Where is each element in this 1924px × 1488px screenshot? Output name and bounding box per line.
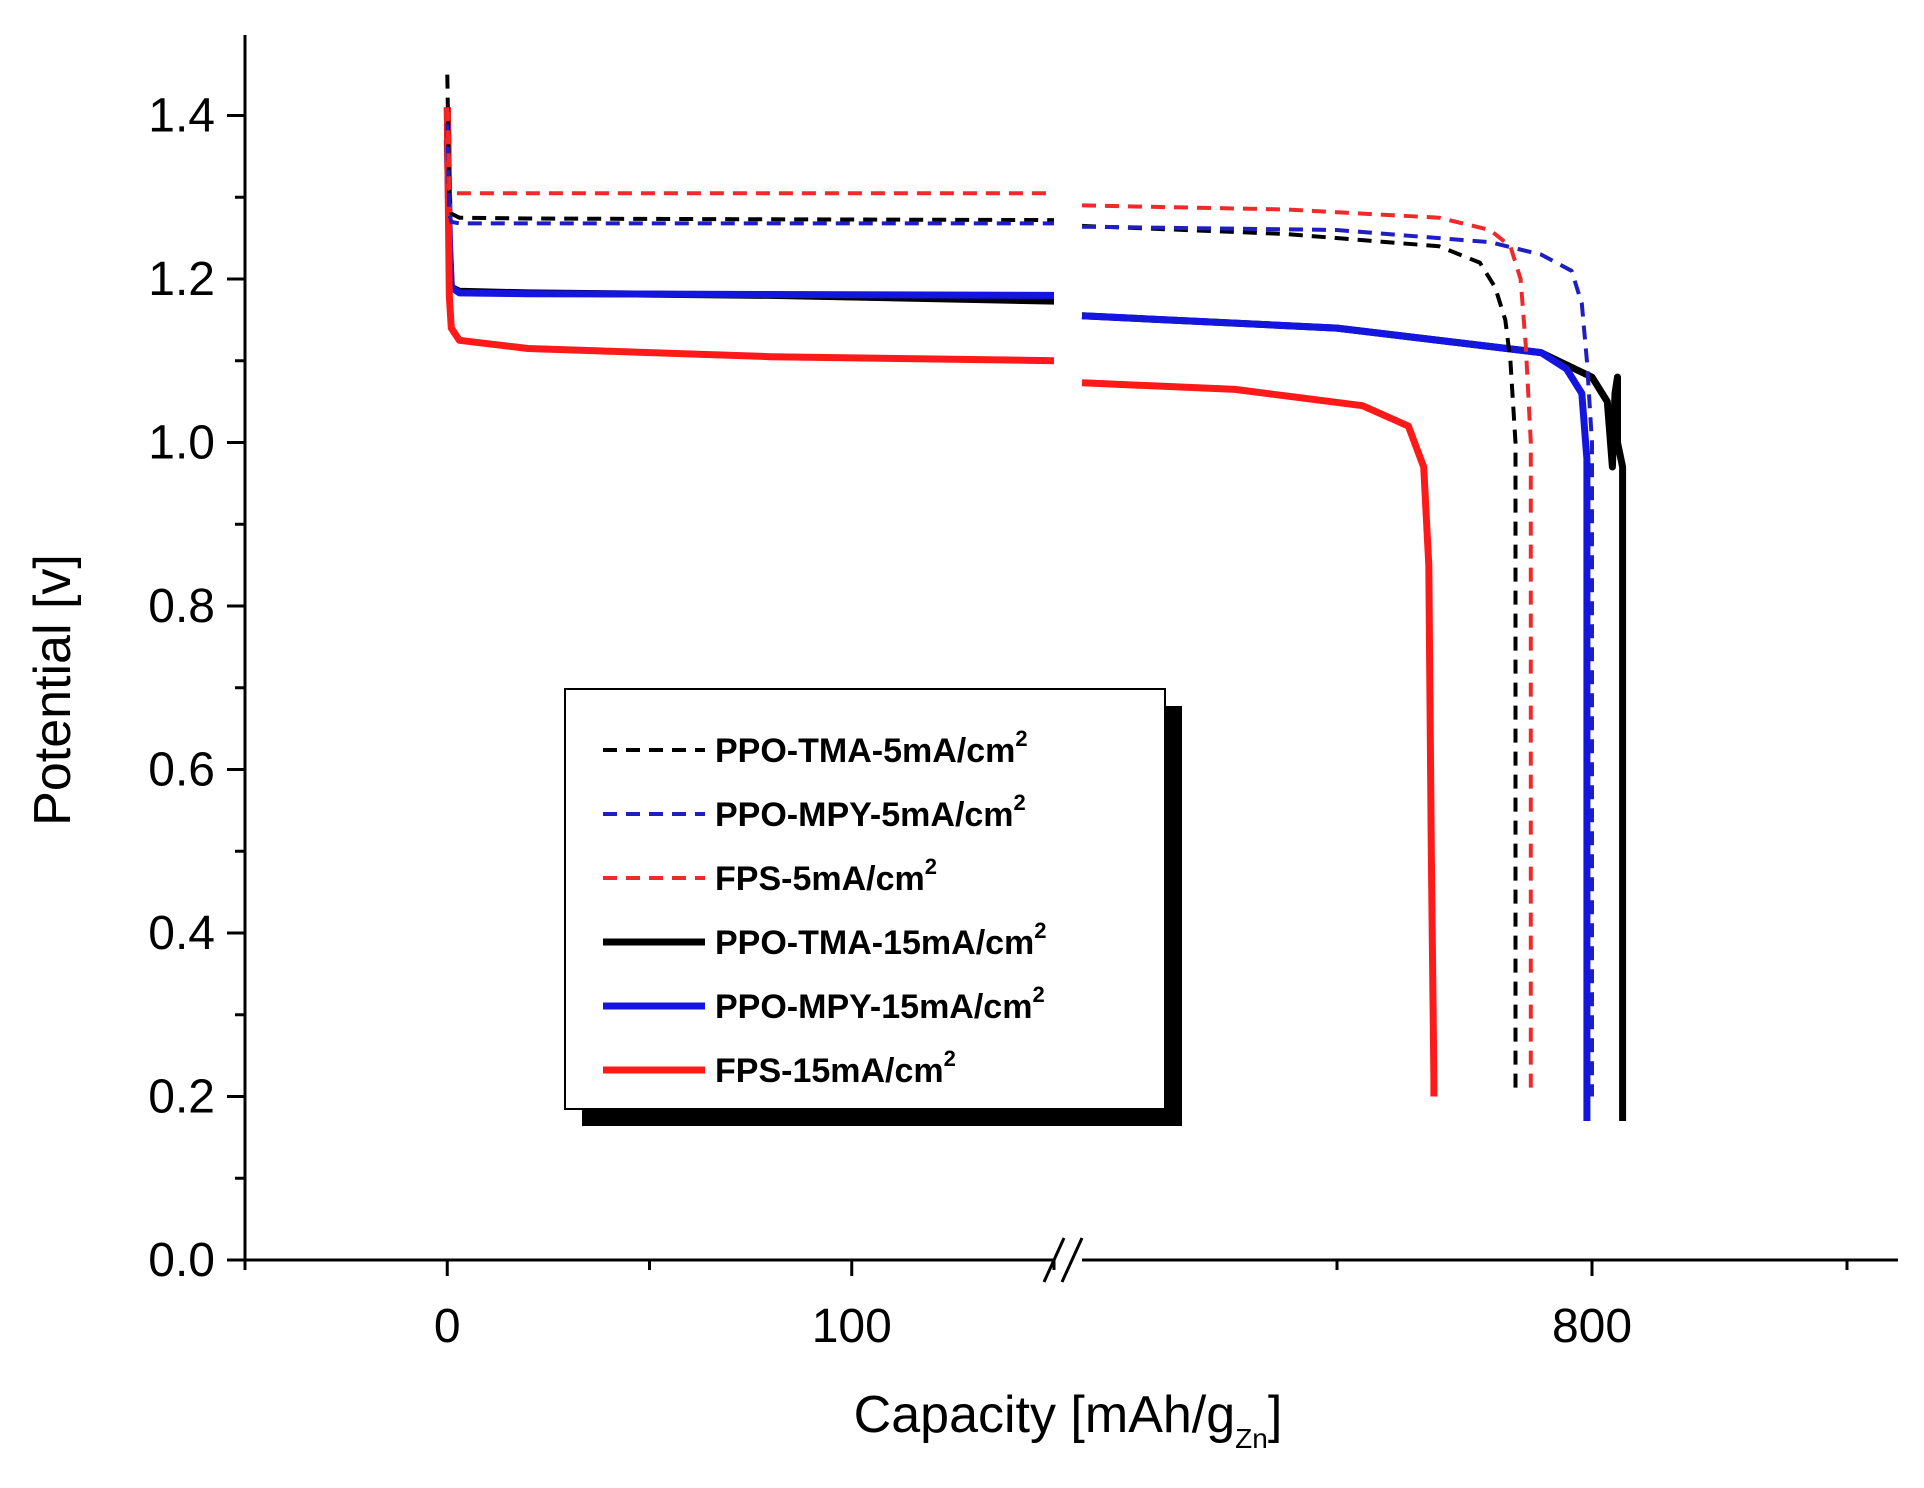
series-line-0-right [1081, 223, 1518, 1097]
legend-label: FPS-5mA/cm2 [715, 854, 937, 898]
series-line-1-left [445, 123, 1054, 226]
legend-label-sup: 2 [1032, 982, 1044, 1007]
legend-label-sup: 2 [944, 1046, 956, 1071]
legend-label: FPS-15mA/cm2 [715, 1046, 956, 1090]
series-line-5-right [1081, 379, 1438, 1097]
legend-label-main: PPO-MPY-5mA/cm [715, 796, 1014, 834]
x-ticks: 0 100 800 [243, 1260, 1849, 1353]
x-tick-label: 0 [434, 1300, 461, 1353]
legend-label-sup: 2 [1014, 790, 1026, 815]
y-axis-title: Potential [v] [24, 554, 82, 826]
legend-label-main: FPS-15mA/cm [715, 1052, 944, 1090]
legend-label-sup: 2 [925, 854, 937, 879]
series-line-4-right [1081, 312, 1591, 1121]
y-tick-label: 0.8 [148, 580, 215, 633]
y-tick-label: 0.6 [148, 744, 215, 797]
series-line-0-left [445, 74, 1055, 223]
legend: PPO-TMA-5mA/cm2PPO-MPY-5mA/cm2FPS-5mA/cm… [564, 688, 1182, 1126]
x-axis-break-mark-2 [1060, 1237, 1084, 1283]
y-tick-label: 1.4 [148, 90, 215, 143]
legend-label-sup: 2 [1034, 918, 1046, 943]
x-tick-label: 800 [1552, 1300, 1632, 1353]
series-line-1-right [1081, 224, 1594, 1097]
plot-lines [443, 74, 1627, 1121]
y-tick-label: 0.4 [148, 907, 215, 960]
y-ticks: 0.0 0.2 0.4 0.6 0.8 1.0 1.2 1.4 [148, 90, 245, 1287]
series-line-2-left [445, 107, 1054, 196]
legend-label-sup: 2 [1015, 726, 1027, 751]
y-tick-label: 1.0 [148, 417, 215, 470]
legend-label-main: PPO-MPY-15mA/cm [715, 988, 1032, 1026]
legend-label: PPO-MPY-5mA/cm2 [715, 790, 1026, 834]
legend-label-main: FPS-5mA/cm [715, 860, 925, 898]
legend-label: PPO-MPY-15mA/cm2 [715, 982, 1045, 1026]
y-tick-label: 0.2 [148, 1071, 215, 1124]
y-tick-label: 1.2 [148, 253, 215, 306]
series-line-2-right [1081, 203, 1533, 1097]
y-tick-label: 0.0 [148, 1234, 215, 1287]
x-tick-label: 100 [812, 1300, 892, 1353]
legend-items: PPO-TMA-5mA/cm2PPO-MPY-5mA/cm2FPS-5mA/cm… [603, 726, 1047, 1090]
legend-label: PPO-TMA-15mA/cm2 [715, 918, 1047, 962]
series-line-3-left [443, 107, 1055, 305]
legend-box [564, 688, 1166, 1110]
series-line-5-left [443, 107, 1055, 365]
x-axis-title-sub: Zn [1235, 1423, 1268, 1454]
legend-label-main: PPO-TMA-15mA/cm [715, 924, 1034, 962]
x-axis-title-main: Capacity [mAh/g [854, 1386, 1236, 1444]
legend-label-main: PPO-TMA-5mA/cm [715, 732, 1015, 770]
legend-label: PPO-TMA-5mA/cm2 [715, 726, 1028, 770]
x-axis-title-end: ] [1268, 1386, 1282, 1444]
x-axis-title: Capacity [mAh/gZn] [854, 1386, 1283, 1454]
